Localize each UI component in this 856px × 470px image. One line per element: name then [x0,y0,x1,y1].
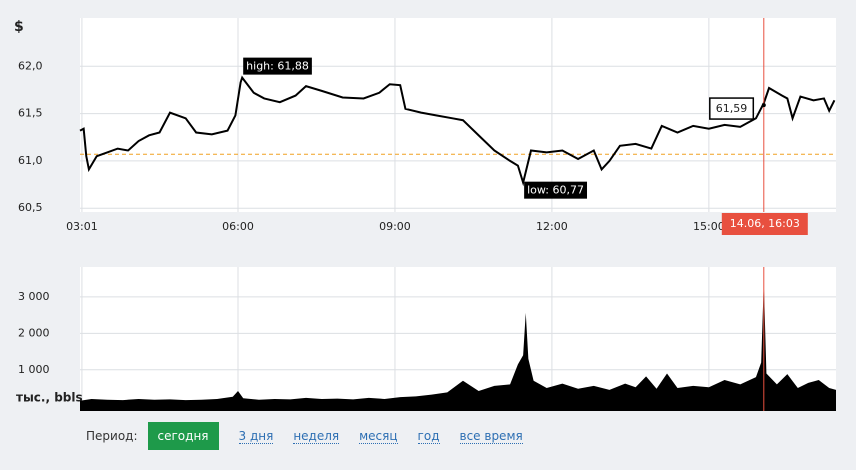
extreme-label: low: 60,77 [524,181,588,199]
chart: $ 60,5 61,0 61,5 62,0 03:01 06:00 09:00 12:00 15… [14,18,836,411]
cursor-point [761,103,766,108]
period-selector: Период: сегодня 3 дня неделя месяц год все вр… [86,422,523,450]
period-option[interactable]: год [417,428,440,444]
x-tick-label: 12:00 [536,220,568,233]
volume-area [80,281,836,411]
x-tick-label: 06:00 [222,220,254,233]
period-label: Период: [86,429,138,443]
y-tick-label: 62,0 [18,59,43,72]
x-tick-label: 09:00 [379,220,411,233]
low-label: low: 60,77 [527,184,584,197]
extreme-label: high: 61,88 [243,57,312,75]
y-axis-label: $ [14,19,24,35]
cursor-time-box [721,213,808,235]
cursor-time-label: 14.06, 16:03 [730,217,800,230]
y-tick-label: 60,5 [18,201,43,214]
cursor-value-label: 61,59 [716,102,748,115]
x-tick-label: 03:01 [66,220,98,233]
y-tick-label: 3 000 [18,290,50,303]
cursor-value: 61,59 [709,97,755,120]
x-tick-label: 15:00 [693,220,725,233]
y-tick-label: 1 000 [18,363,50,376]
period-option[interactable]: 3 дня [238,428,274,444]
price-line [79,75,836,187]
y-tick-label: 61,5 [18,107,43,120]
y-tick-label: 61,0 [18,154,43,167]
period-option[interactable]: все время [459,428,523,444]
high-label: high: 61,88 [246,60,309,73]
y-tick-label: 2 000 [18,326,50,339]
cursor-value-box [709,97,755,120]
label-box [524,181,588,199]
period-option[interactable]: сегодня [147,422,219,450]
period-option[interactable]: месяц [359,428,398,444]
y-axis-label: тыс., bbls [16,391,83,405]
label-box [243,57,312,75]
period-option[interactable]: неделя [293,428,340,444]
